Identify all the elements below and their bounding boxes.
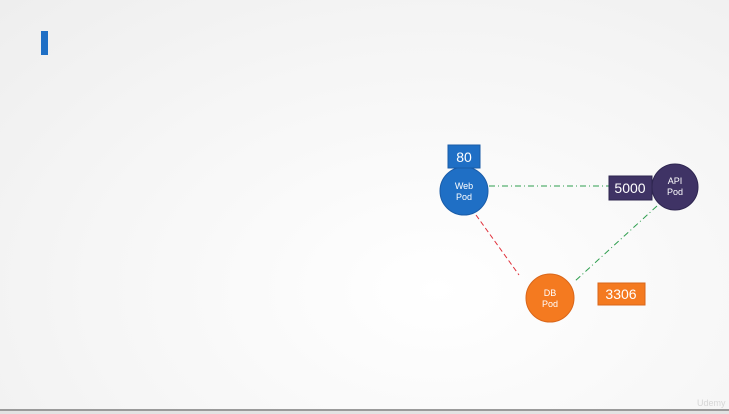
web-pod-label-line2: Pod (456, 192, 472, 202)
udemy-watermark-logo: Udemy (697, 398, 726, 408)
db-port-badge: 3306 (597, 282, 646, 306)
web-pod-label-line1: Web (455, 181, 473, 191)
web-port-number: 80 (456, 149, 472, 165)
bottom-strip (0, 411, 729, 414)
db-pod[interactable]: DB Pod (525, 273, 575, 323)
web-pod[interactable]: Web Pod (439, 166, 489, 216)
api-port-box (608, 175, 653, 201)
db-pod-label-line2: Pod (542, 299, 558, 309)
api-pod[interactable]: API Pod (651, 163, 699, 211)
bottom-divider (0, 409, 729, 411)
db-port-number: 3306 (605, 286, 636, 302)
web-to-db-connection (475, 214, 520, 276)
title-accent-bar (41, 31, 48, 55)
api-port-number: 5000 (614, 180, 645, 196)
api-pod-label-line2: Pod (667, 187, 683, 197)
db-pod-label-line1: DB (544, 288, 557, 298)
db-port-box (597, 282, 646, 306)
web-port-badge: 80 (447, 144, 481, 169)
api-to-db-connection (573, 205, 658, 283)
api-port-badge: 5000 (608, 175, 653, 201)
api-pod-label-line1: API (668, 176, 683, 186)
web-pod-circle (439, 166, 489, 216)
db-pod-circle (525, 273, 575, 323)
web-port-box (447, 144, 481, 169)
